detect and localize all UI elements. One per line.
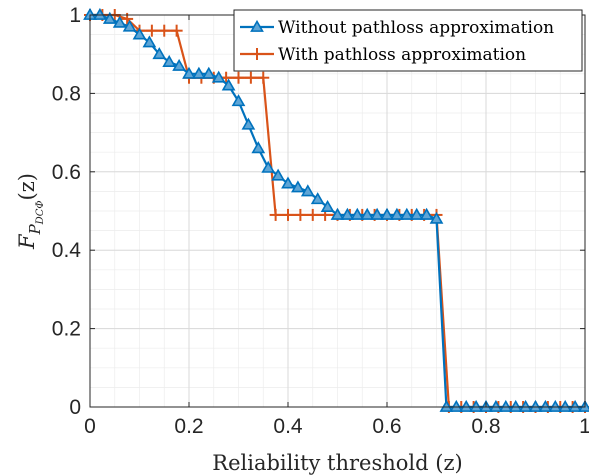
data-point [300,184,315,197]
data-point [489,399,503,412]
data-point [518,399,533,412]
data-point [251,141,266,154]
data-point [232,71,245,84]
data-point [257,71,270,84]
x-tick-label: 1 [579,415,589,438]
data-point [380,207,394,220]
data-point [271,168,285,181]
y-tick-label: 0.6 [52,161,81,184]
data-point [306,208,319,221]
data-point [93,7,107,20]
y-tick-label: 0.4 [52,239,82,262]
data-point [162,54,177,67]
legend-label: Without pathloss approximation [278,18,554,38]
data-point [122,19,137,32]
data-point [429,211,444,224]
data-point [192,66,206,79]
data-point [390,207,404,220]
data-point [244,71,257,84]
x-axis-label: Reliability threshold (z) [212,451,462,475]
data-point [419,207,434,220]
data-point [469,399,483,412]
data-point [182,66,196,79]
data-point [170,24,183,37]
data-point [152,47,167,60]
data-point [360,207,375,220]
legend-marker [251,48,263,60]
x-tick-label: 0 [84,415,96,438]
data-point [132,27,147,40]
legend: Without pathloss approximation With pathl… [233,9,583,72]
data-point [241,117,256,130]
data-point [498,399,513,412]
data-point [330,207,345,220]
data-point [568,399,582,412]
data-point [459,399,474,412]
data-point [528,399,543,412]
data-point [281,176,295,189]
data-point [282,208,294,221]
data-point [449,399,464,412]
data-point [145,24,158,37]
data-point [142,35,157,48]
data-point [350,207,365,220]
legend-box [233,9,583,72]
legend-label: With pathloss approximation [278,45,526,65]
data-point [158,24,171,37]
legend-item: With pathloss approximation [240,45,526,65]
y-tick-label: 0.8 [52,82,81,105]
ticks: 0 0.2 0.4 0.6 0.8 1 0 0.2 0.4 0.6 0.8 1 [52,4,589,438]
y-axis-label: FPDCΦ(z) [15,173,46,250]
data-point [231,94,246,107]
x-tick-label: 0.8 [471,415,500,438]
data-point [320,199,335,213]
data-point [310,192,325,205]
data-point [102,11,117,24]
data-point [538,399,553,412]
data-point [269,208,282,221]
data-point [201,66,216,79]
data-point [558,399,573,412]
legend-marker [250,19,264,32]
data-point [340,207,355,220]
data-point [172,58,186,71]
data-point [112,15,127,28]
data-point [211,70,226,83]
data-point [409,207,424,220]
data-point [370,207,384,220]
x-tick-label: 0.2 [174,415,203,438]
y-tick-label: 1 [69,4,81,27]
y-tick-label: 0.2 [52,318,81,341]
data-point [439,399,454,412]
data-point [399,207,414,220]
y-tick-label: 0 [69,396,81,419]
data-point [294,208,307,221]
data-point [221,78,236,91]
x-tick-label: 0.4 [273,415,303,438]
data-point [578,399,589,412]
legend-item: Without pathloss approximation [240,18,554,38]
data-point [261,160,276,173]
data-point [508,399,523,412]
x-tick-label: 0.6 [372,415,401,438]
data-point [548,399,563,412]
data-point [291,180,305,193]
